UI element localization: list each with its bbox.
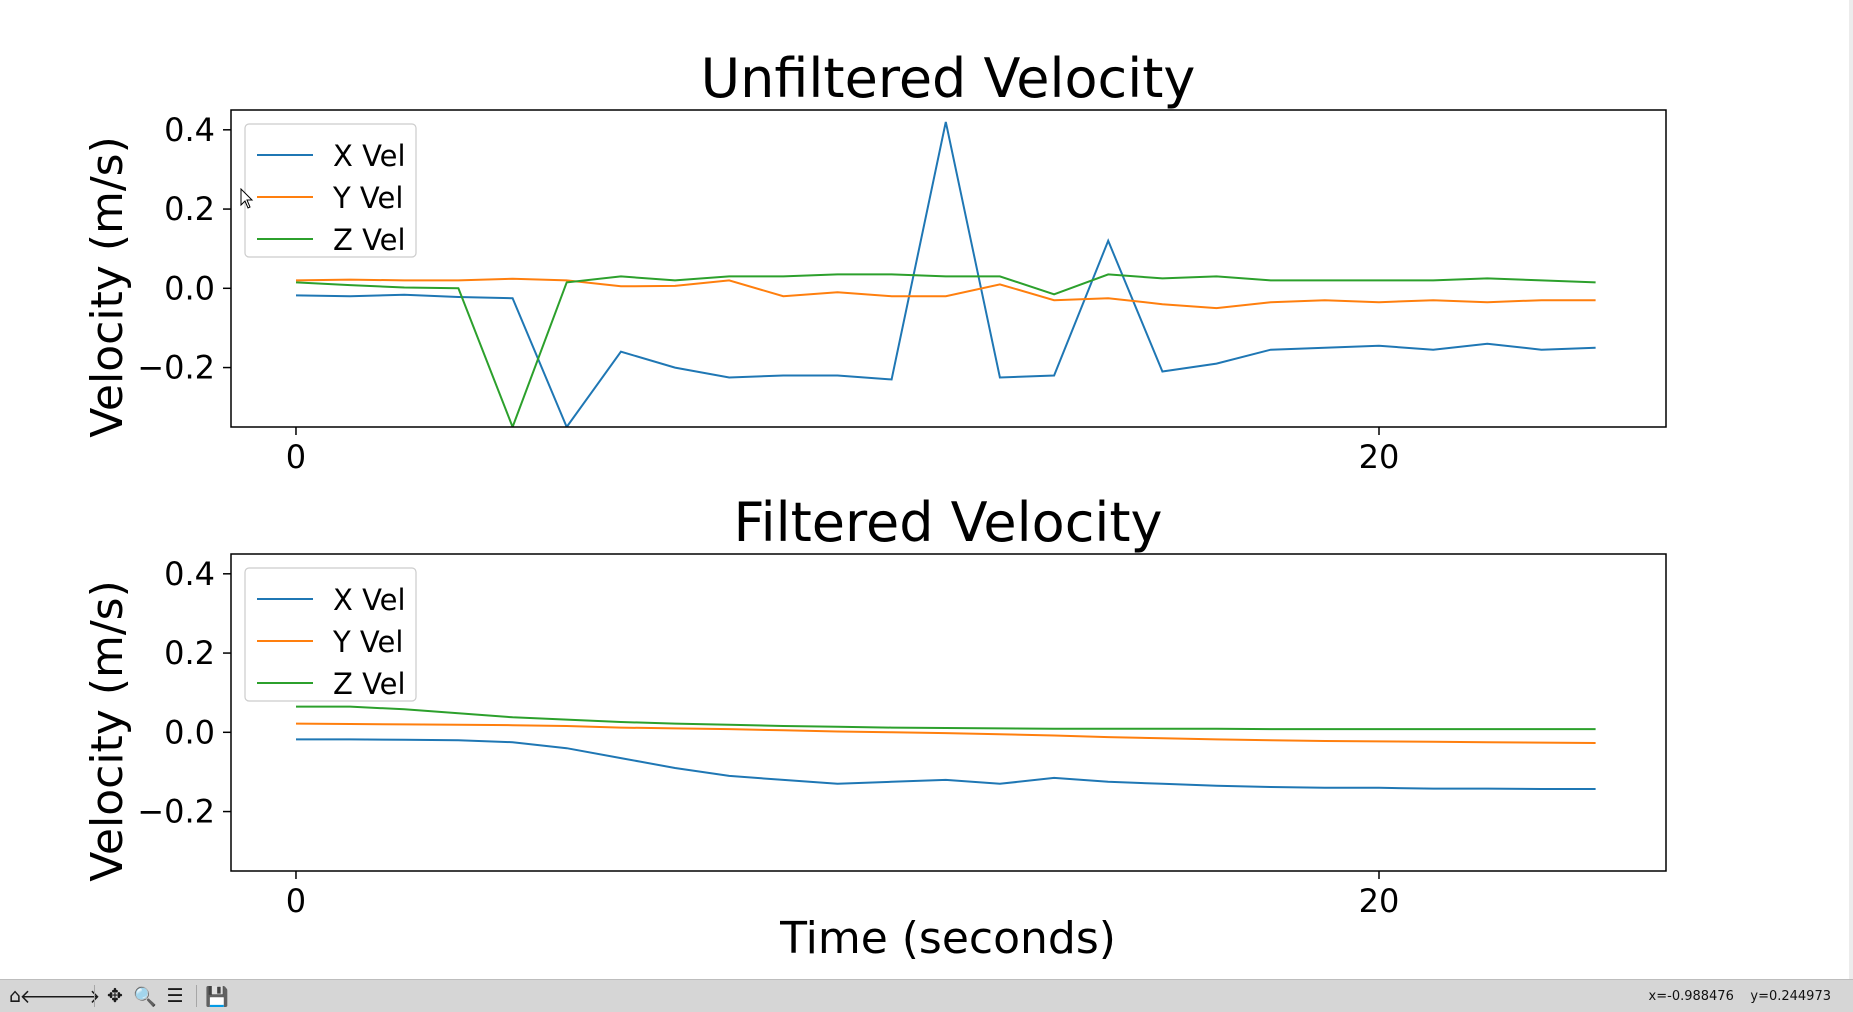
unfiltered-ticks-layer: 0 20 −0.2 0.0 0.2 0.4 (137, 111, 1399, 476)
toolbar-separator (94, 985, 95, 1007)
filtered-legend[interactable]: X Vel Y Vel Z Vel (244, 567, 417, 702)
unfiltered-series-layer (295, 121, 1596, 427)
configure-subplots-icon[interactable]: ☰ (166, 985, 184, 1007)
x-tick-label: 20 (1359, 438, 1400, 476)
legend-entry-label: X Vel (333, 139, 406, 173)
unfiltered-velocity-ylabel: Velocity (m/s) (82, 136, 133, 438)
filtered-series-x-vel (296, 738, 1596, 790)
unfiltered-series-z-vel (295, 273, 1596, 427)
filtered-axes-frame (230, 553, 1667, 872)
legend-entry-label: Z Vel (333, 667, 406, 701)
filtered-series-layer (295, 705, 1596, 790)
legend-box (244, 567, 417, 702)
filtered-velocity-subplot[interactable]: Filtered Velocity Velocity (m/s) Time (s… (82, 491, 1667, 964)
y-tick-label: −0.2 (137, 793, 215, 831)
filtered-velocity-ylabel: Velocity (m/s) (82, 580, 133, 882)
filtered-series-z-vel (296, 705, 1596, 731)
filtered-series-y-vel (295, 722, 1596, 744)
y-tick-label: 0.2 (164, 634, 215, 672)
filtered-ticks-layer: 0 20 −0.2 0.0 0.2 0.4 (137, 555, 1399, 920)
unfiltered-series-y-vel (295, 277, 1596, 310)
cursor-coordinates-readout: x=-0.988476 y=0.244973 (1648, 989, 1831, 1004)
y-tick-label: 0.4 (164, 111, 215, 149)
filtered-velocity-title: Filtered Velocity (733, 491, 1162, 554)
y-tick-label: 0.2 (164, 190, 215, 228)
unfiltered-velocity-title: Unfiltered Velocity (701, 47, 1196, 110)
home-icon[interactable]: ⌂ (8, 985, 22, 1007)
y-tick-label: 0.0 (164, 269, 215, 307)
forward-arrow-icon[interactable]: 🡒 (49, 985, 101, 1008)
figure-canvas[interactable]: Unfiltered Velocity Velocity (m/s) 0 20 −0… (0, 0, 1853, 979)
x-tick-label: 0 (286, 438, 306, 476)
filtered-velocity-xlabel: Time (seconds) (779, 913, 1116, 964)
y-tick-label: 0.4 (164, 555, 215, 593)
y-tick-label: −0.2 (137, 349, 215, 387)
unfiltered-velocity-subplot[interactable]: Unfiltered Velocity Velocity (m/s) 0 20 −0… (82, 47, 1667, 476)
mouse-pointer-icon (240, 188, 254, 209)
unfiltered-legend[interactable]: X Vel Y Vel Z Vel (244, 123, 417, 258)
toolbar-separator (196, 985, 197, 1007)
unfiltered-axes-frame (230, 109, 1667, 428)
legend-box (244, 123, 417, 258)
zoom-icon[interactable]: 🔍 (133, 985, 157, 1008)
legend-entry-label: Y Vel (332, 181, 403, 215)
save-icon[interactable]: 💾 (205, 985, 229, 1008)
y-tick-label: 0.0 (164, 713, 215, 751)
legend-entry-label: X Vel (333, 583, 406, 617)
pan-icon[interactable]: ✥ (107, 985, 123, 1007)
legend-entry-label: Y Vel (332, 625, 403, 659)
back-arrow-icon[interactable]: 🡐 (19, 985, 71, 1008)
navigation-toolbar: ⌂ 🡐 🡒 ✥ 🔍 ☰ 💾 x=-0.988476 y=0.244973 (0, 979, 1853, 1012)
unfiltered-series-x-vel (295, 121, 1596, 427)
legend-entry-label: Z Vel (333, 223, 406, 257)
x-tick-label: 20 (1359, 882, 1400, 920)
window-right-edge (1849, 0, 1853, 979)
x-tick-label: 0 (286, 882, 306, 920)
